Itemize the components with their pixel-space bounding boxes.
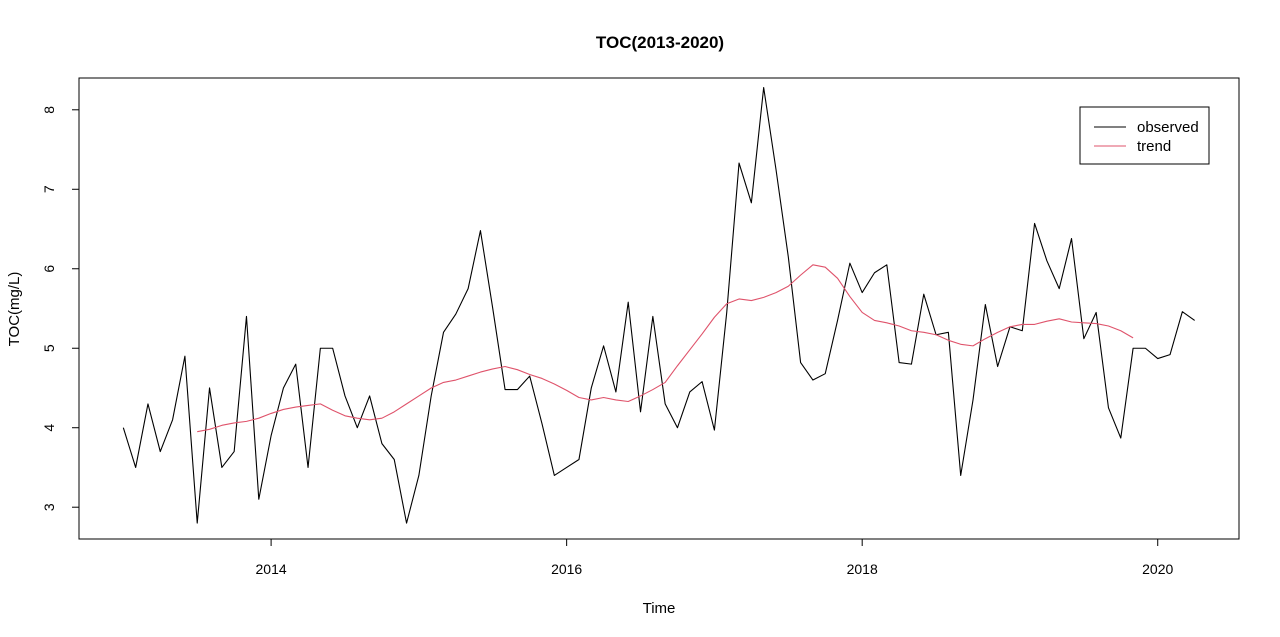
x-tick-label-2016: 2016 — [551, 561, 582, 577]
plot-frame — [78, 77, 1240, 540]
legend: observed trend — [1079, 106, 1210, 165]
legend-box — [1079, 106, 1210, 165]
y-tick-label-4: 4 — [41, 424, 57, 432]
x-tick-label-2020: 2020 — [1142, 561, 1173, 577]
x-axis: 2014 2016 2018 2020 — [256, 538, 1174, 577]
x-axis-label: Time — [643, 600, 676, 617]
y-tick-label-6: 6 — [41, 265, 57, 273]
y-tick-label-8: 8 — [41, 106, 57, 114]
y-tick-label-5: 5 — [41, 344, 57, 352]
y-axis-label: TOC(mg/L) — [6, 272, 23, 347]
series-layer — [122, 86, 1195, 524]
legend-label-observed: observed — [1137, 119, 1199, 136]
y-axis: 3 4 5 6 7 8 — [41, 106, 80, 511]
y-tick-label-3: 3 — [41, 503, 57, 511]
y-tick-label-7: 7 — [41, 185, 57, 193]
chart-title: TOC(2013-2020) — [596, 33, 724, 52]
x-tick-label-2014: 2014 — [256, 561, 287, 577]
series-line-observed — [122, 86, 1195, 524]
series-line-trend — [197, 264, 1134, 433]
x-tick-label-2018: 2018 — [847, 561, 878, 577]
legend-label-trend: trend — [1137, 138, 1171, 155]
